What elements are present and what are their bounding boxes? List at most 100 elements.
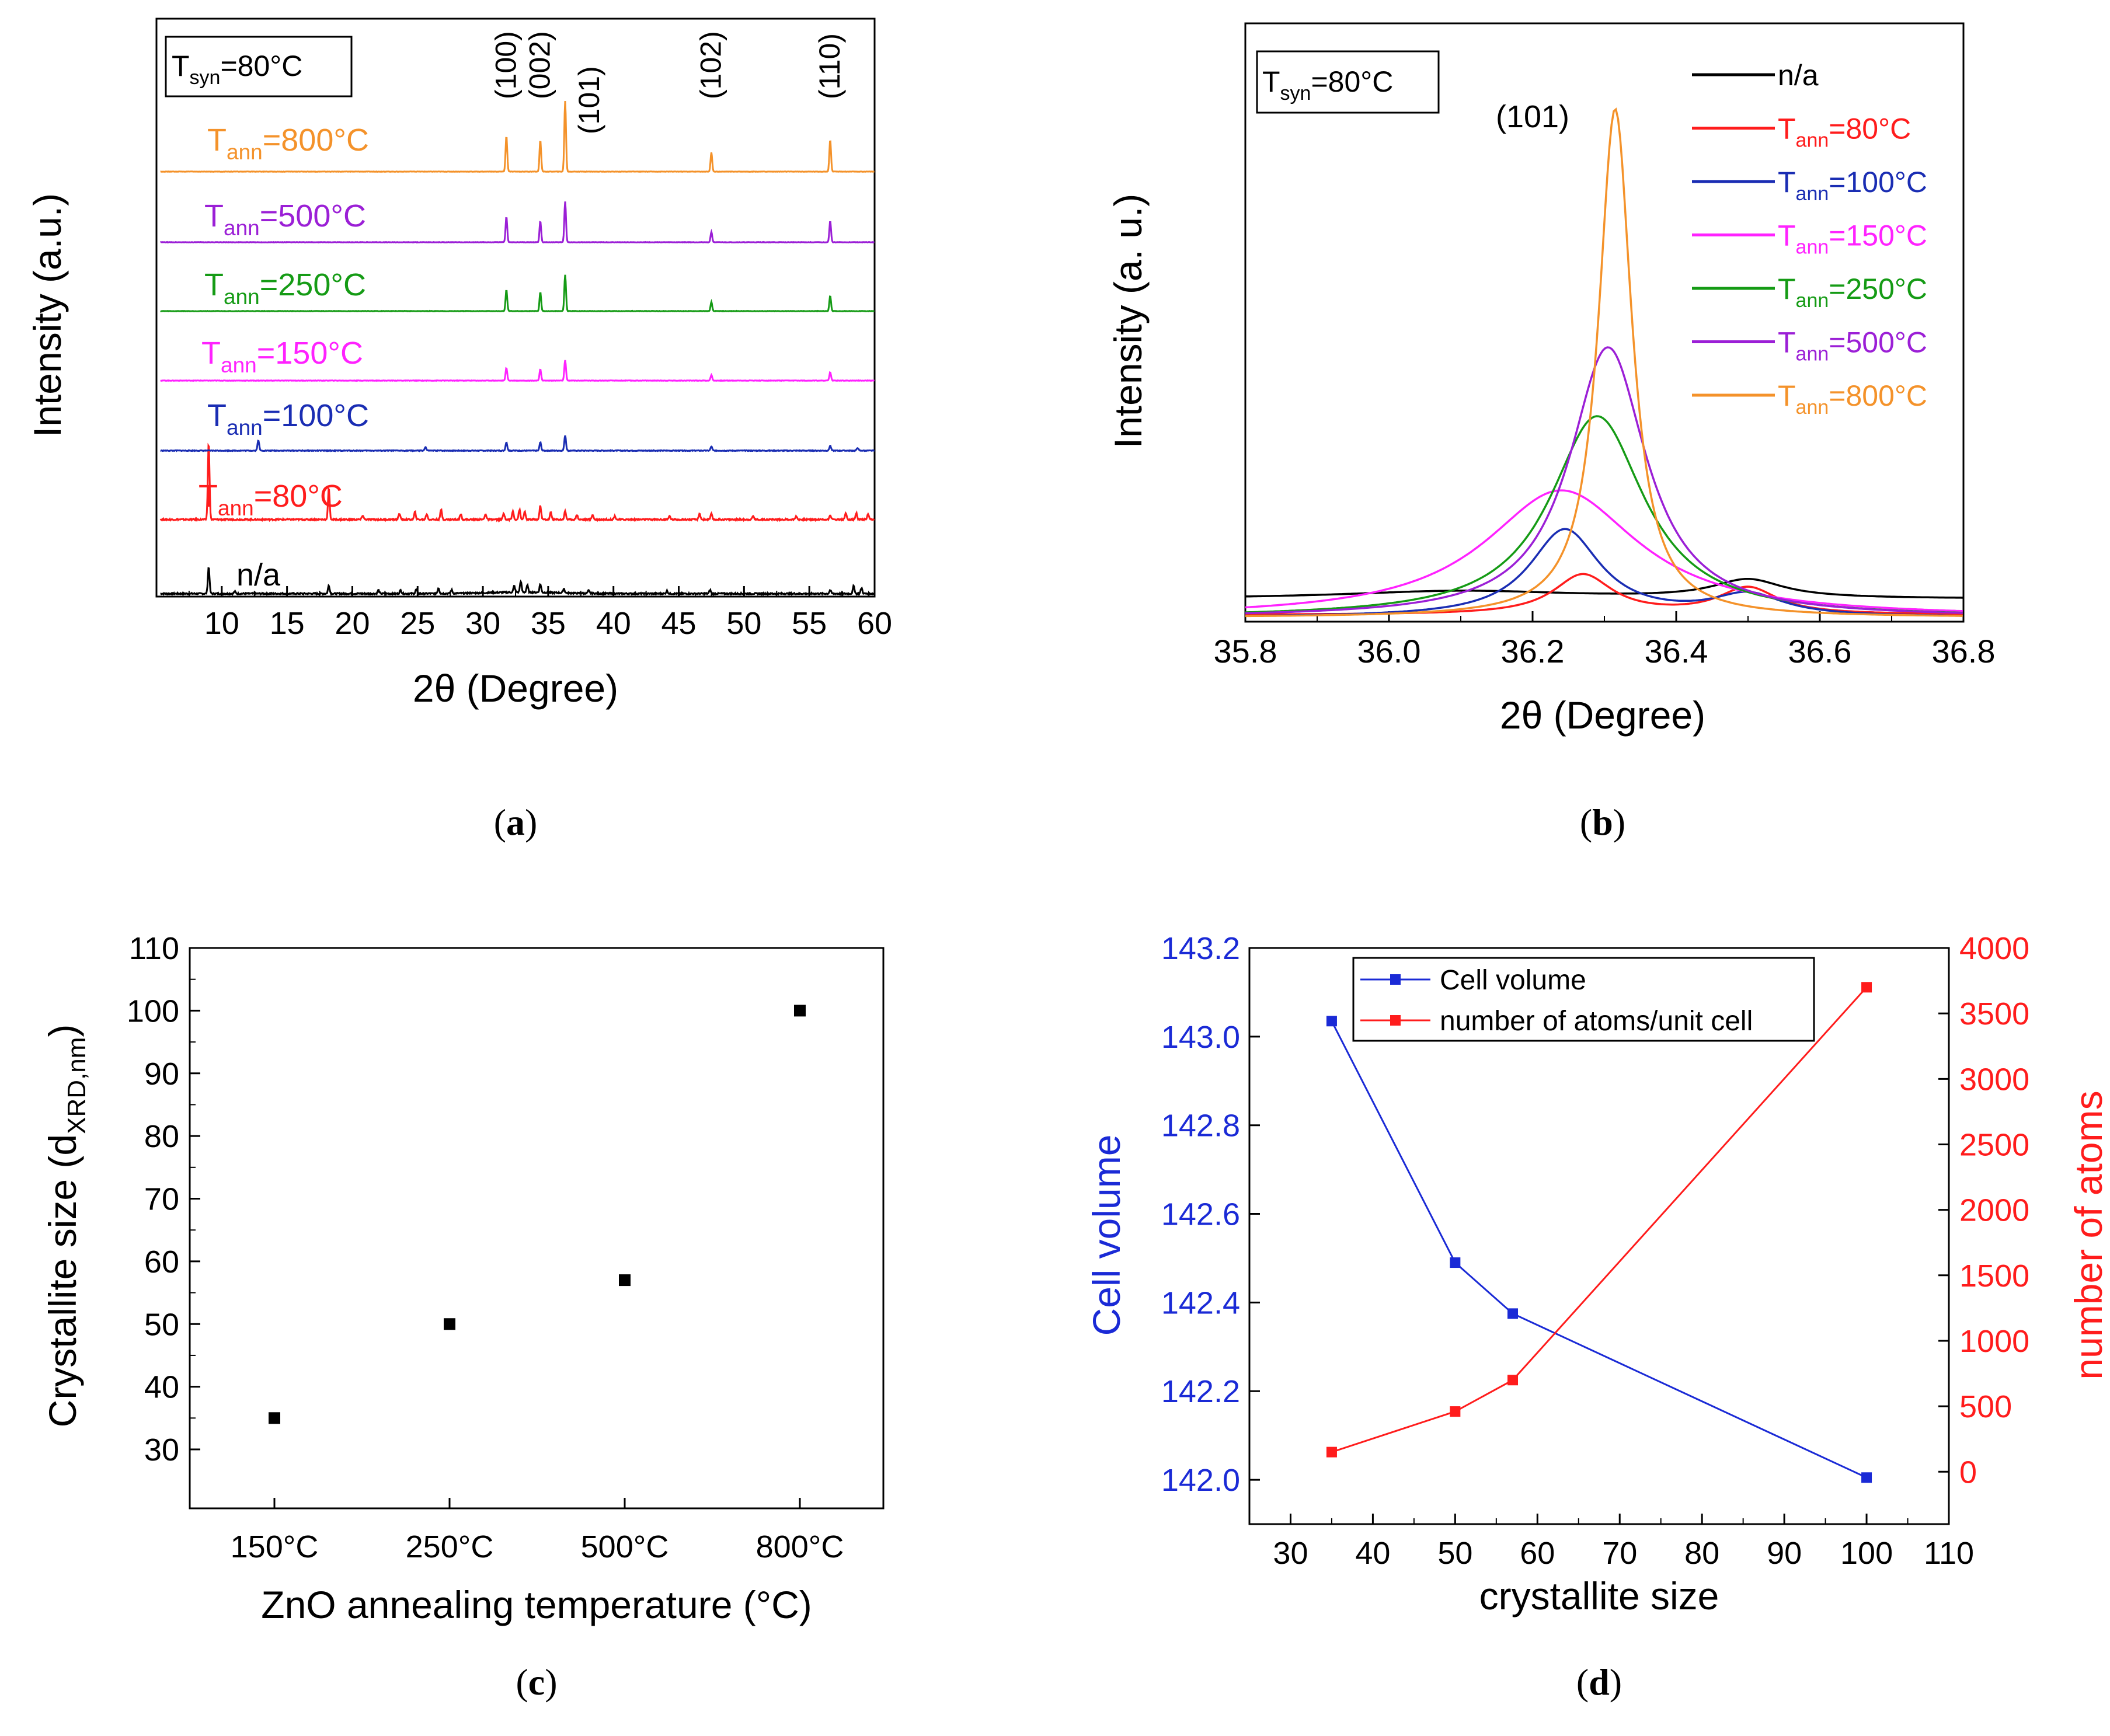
x-tick-label: 36.0: [1357, 633, 1421, 670]
x-tick-label: 35.8: [1214, 633, 1277, 670]
series-line-3: [1245, 489, 1963, 612]
series-0-point-3: [1861, 1472, 1872, 1483]
x-axis-ticks: 10 15 20 25 30 35 40 45 50 55 60: [188, 586, 892, 641]
legend-label-6: Tann=800°C: [1778, 379, 1927, 419]
svg-text:Tsyn=80°C: Tsyn=80°C: [172, 50, 302, 89]
axes-ticks: 30 40 50 60 70 80 90 100 110 142.0 142.2 142.4 142.6…: [1161, 931, 2029, 1571]
x-tick-label: 10: [204, 606, 239, 641]
y-left-tick-label: 143.0: [1161, 1020, 1240, 1055]
y-axis-label: Intensity (a. u.): [1106, 194, 1150, 449]
legend-box: [1352, 957, 1815, 1042]
y-right-tick-label: 500: [1959, 1389, 2012, 1424]
series-line-6: [160, 101, 875, 173]
y-tick-label: 60: [144, 1245, 179, 1280]
y-right-tick-label: 3000: [1959, 1062, 2029, 1097]
panel-b-chart: 35.8 36.0 36.2 36.4 36.6 36.8 n/a Tann=80°C Tan…: [1106, 22, 1996, 843]
x-tick-label: 55: [792, 606, 827, 641]
x-axis-label: crystallite size: [1479, 1574, 1719, 1618]
legend: Cell volume number of atoms/unit cell: [1352, 957, 1815, 1042]
x-axis-ticks: 35.8 36.0 36.2 36.4 36.6 36.8: [1214, 611, 1996, 670]
series-label-6: Tann=800°C: [207, 123, 369, 164]
x-tick-label: 60: [857, 606, 892, 641]
x-tick-label: 30: [465, 606, 500, 641]
y-tick-label: 70: [144, 1182, 179, 1217]
plot-frame: [1248, 947, 1950, 1525]
y-right-tick-label: 2000: [1959, 1193, 2029, 1228]
y-left-tick-label: 142.8: [1161, 1108, 1240, 1144]
condition-box: Tsyn=80°C: [165, 36, 353, 97]
y-tick-label: 30: [144, 1432, 179, 1467]
x-tick-label: 36.4: [1645, 633, 1708, 670]
x-tick-label: 20: [335, 606, 370, 641]
legend-marker-1: [1390, 1015, 1401, 1026]
y-tick-label: 40: [144, 1370, 179, 1405]
series-0-point-0: [1326, 1016, 1337, 1027]
data-point-3: [794, 1005, 806, 1017]
x-tick-label: 80: [1684, 1536, 1719, 1571]
y-left-tick-label: 142.6: [1161, 1197, 1240, 1232]
x-tick-label: 36.6: [1788, 633, 1852, 670]
series-1-point-1: [1450, 1406, 1461, 1417]
y-right-tick-label: 2500: [1959, 1127, 2029, 1162]
x-tick-label: 250°C: [406, 1529, 494, 1564]
series-label-2: Tann=100°C: [207, 398, 369, 440]
data-points: [269, 1005, 806, 1424]
y-tick-label: 110: [129, 931, 179, 966]
series-line-6: [1245, 107, 1963, 618]
data-point-1: [444, 1318, 455, 1330]
y-left-tick-label: 143.2: [1161, 931, 1240, 966]
legend-label-5: Tann=500°C: [1778, 326, 1927, 365]
peak-label: (110): [813, 33, 846, 99]
series-line-3: [160, 360, 875, 382]
panel-c-chart: 30 40 50 60 70 80 90 100 110 150°C 250°C 500°C 800°C…: [41, 931, 885, 1703]
x-tick-label: 110: [1924, 1536, 1974, 1571]
svg-text:Tsyn=80°C: Tsyn=80°C: [1262, 65, 1393, 104]
series-1-point-0: [1326, 1446, 1337, 1458]
peak-label: (101): [573, 66, 605, 134]
legend-label-2: Tann=100°C: [1778, 166, 1927, 205]
series-line-1: [159, 442, 875, 523]
x-tick-label: 30: [1273, 1536, 1308, 1571]
x-tick-label: 25: [400, 606, 435, 641]
series-label-3: Tann=150°C: [201, 336, 363, 377]
y-left-tick-label: 142.2: [1161, 1374, 1240, 1409]
y-axis-label-right: number of atoms: [2067, 1090, 2110, 1379]
peak-labels: (100) (002) (101) (102) (110): [489, 31, 846, 134]
y-right-tick-label: 3500: [1959, 996, 2029, 1031]
x-tick-label: 45: [661, 606, 697, 641]
series-line-2: [160, 435, 875, 452]
legend-label-3: Tann=150°C: [1778, 219, 1927, 259]
y-left-tick-label: 142.0: [1161, 1463, 1240, 1498]
legend-label-0: n/a: [1778, 59, 1819, 92]
series-line-2: [1245, 528, 1963, 617]
y-right-tick-label: 1500: [1959, 1259, 2029, 1294]
x-tick-label: 36.8: [1932, 633, 1996, 670]
x-tick-label: 70: [1602, 1536, 1637, 1571]
peak-label: (002): [523, 31, 556, 99]
series-line-4: [160, 274, 875, 313]
y-axis-label: Crystallite size (dXRD,nm): [41, 1024, 91, 1428]
x-tick-label: 500°C: [581, 1529, 669, 1564]
series-group: [1326, 982, 1872, 1483]
y-tick-label: 100: [127, 994, 179, 1029]
x-tick-label: 15: [270, 606, 305, 641]
x-tick-label: 100: [1840, 1536, 1893, 1571]
series-line-0: [160, 567, 875, 597]
legend: n/a Tann=80°C Tann=100°C Tann=150°C Tann=250…: [1692, 59, 1927, 419]
caption-a: (a): [494, 801, 538, 843]
series-line-1: [1331, 986, 1868, 1453]
y-right-tick-label: 4000: [1959, 931, 2029, 966]
series-label-5: Tann=500°C: [204, 198, 366, 240]
y-left-tick-label: 142.4: [1161, 1285, 1240, 1320]
x-tick-label: 40: [596, 606, 631, 641]
series-label-0: n/a: [236, 557, 281, 592]
x-tick-label: 35: [531, 606, 566, 641]
series-line-5: [159, 201, 875, 244]
caption-d: (d): [1576, 1661, 1622, 1703]
x-tick-label: 40: [1355, 1536, 1390, 1571]
series-group: [159, 101, 875, 597]
y-right-tick-label: 0: [1959, 1455, 1977, 1490]
y-right-tick-label: 1000: [1959, 1324, 2029, 1359]
x-tick-label: 800°C: [756, 1529, 844, 1564]
series-line-5: [1245, 346, 1963, 615]
